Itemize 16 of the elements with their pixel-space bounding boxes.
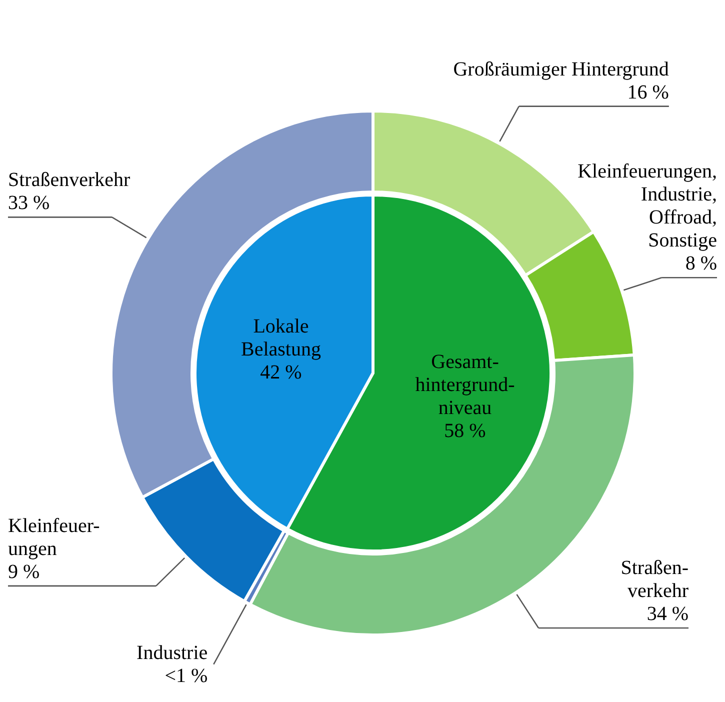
slice-label: Industrie — [136, 642, 208, 664]
data-label: 42 % — [260, 361, 302, 384]
data-label: 9 % — [8, 560, 40, 583]
slice-label: Straßen- verkehr — [620, 556, 689, 602]
data-label: 58 % — [444, 420, 486, 442]
slice-label: Großräumiger Hintergrund — [453, 58, 669, 80]
data-label: 16 % — [627, 81, 669, 104]
slice-label: Straßenverkehr — [8, 169, 131, 192]
slice-label: Lokale Belastung — [240, 315, 321, 360]
data-label: 33 % — [8, 192, 50, 214]
data-label: <1 % — [164, 664, 208, 687]
slice-label: Kleinfeuer- ungen — [8, 514, 100, 560]
slice-label: Gesamt- hintergrund- niveau — [415, 351, 515, 420]
data-label: 34 % — [646, 602, 689, 625]
slice-label: Kleinfeuerungen, Industrie, Offroad, Sonstige — [578, 160, 718, 252]
data-label: 8 % — [685, 252, 717, 275]
